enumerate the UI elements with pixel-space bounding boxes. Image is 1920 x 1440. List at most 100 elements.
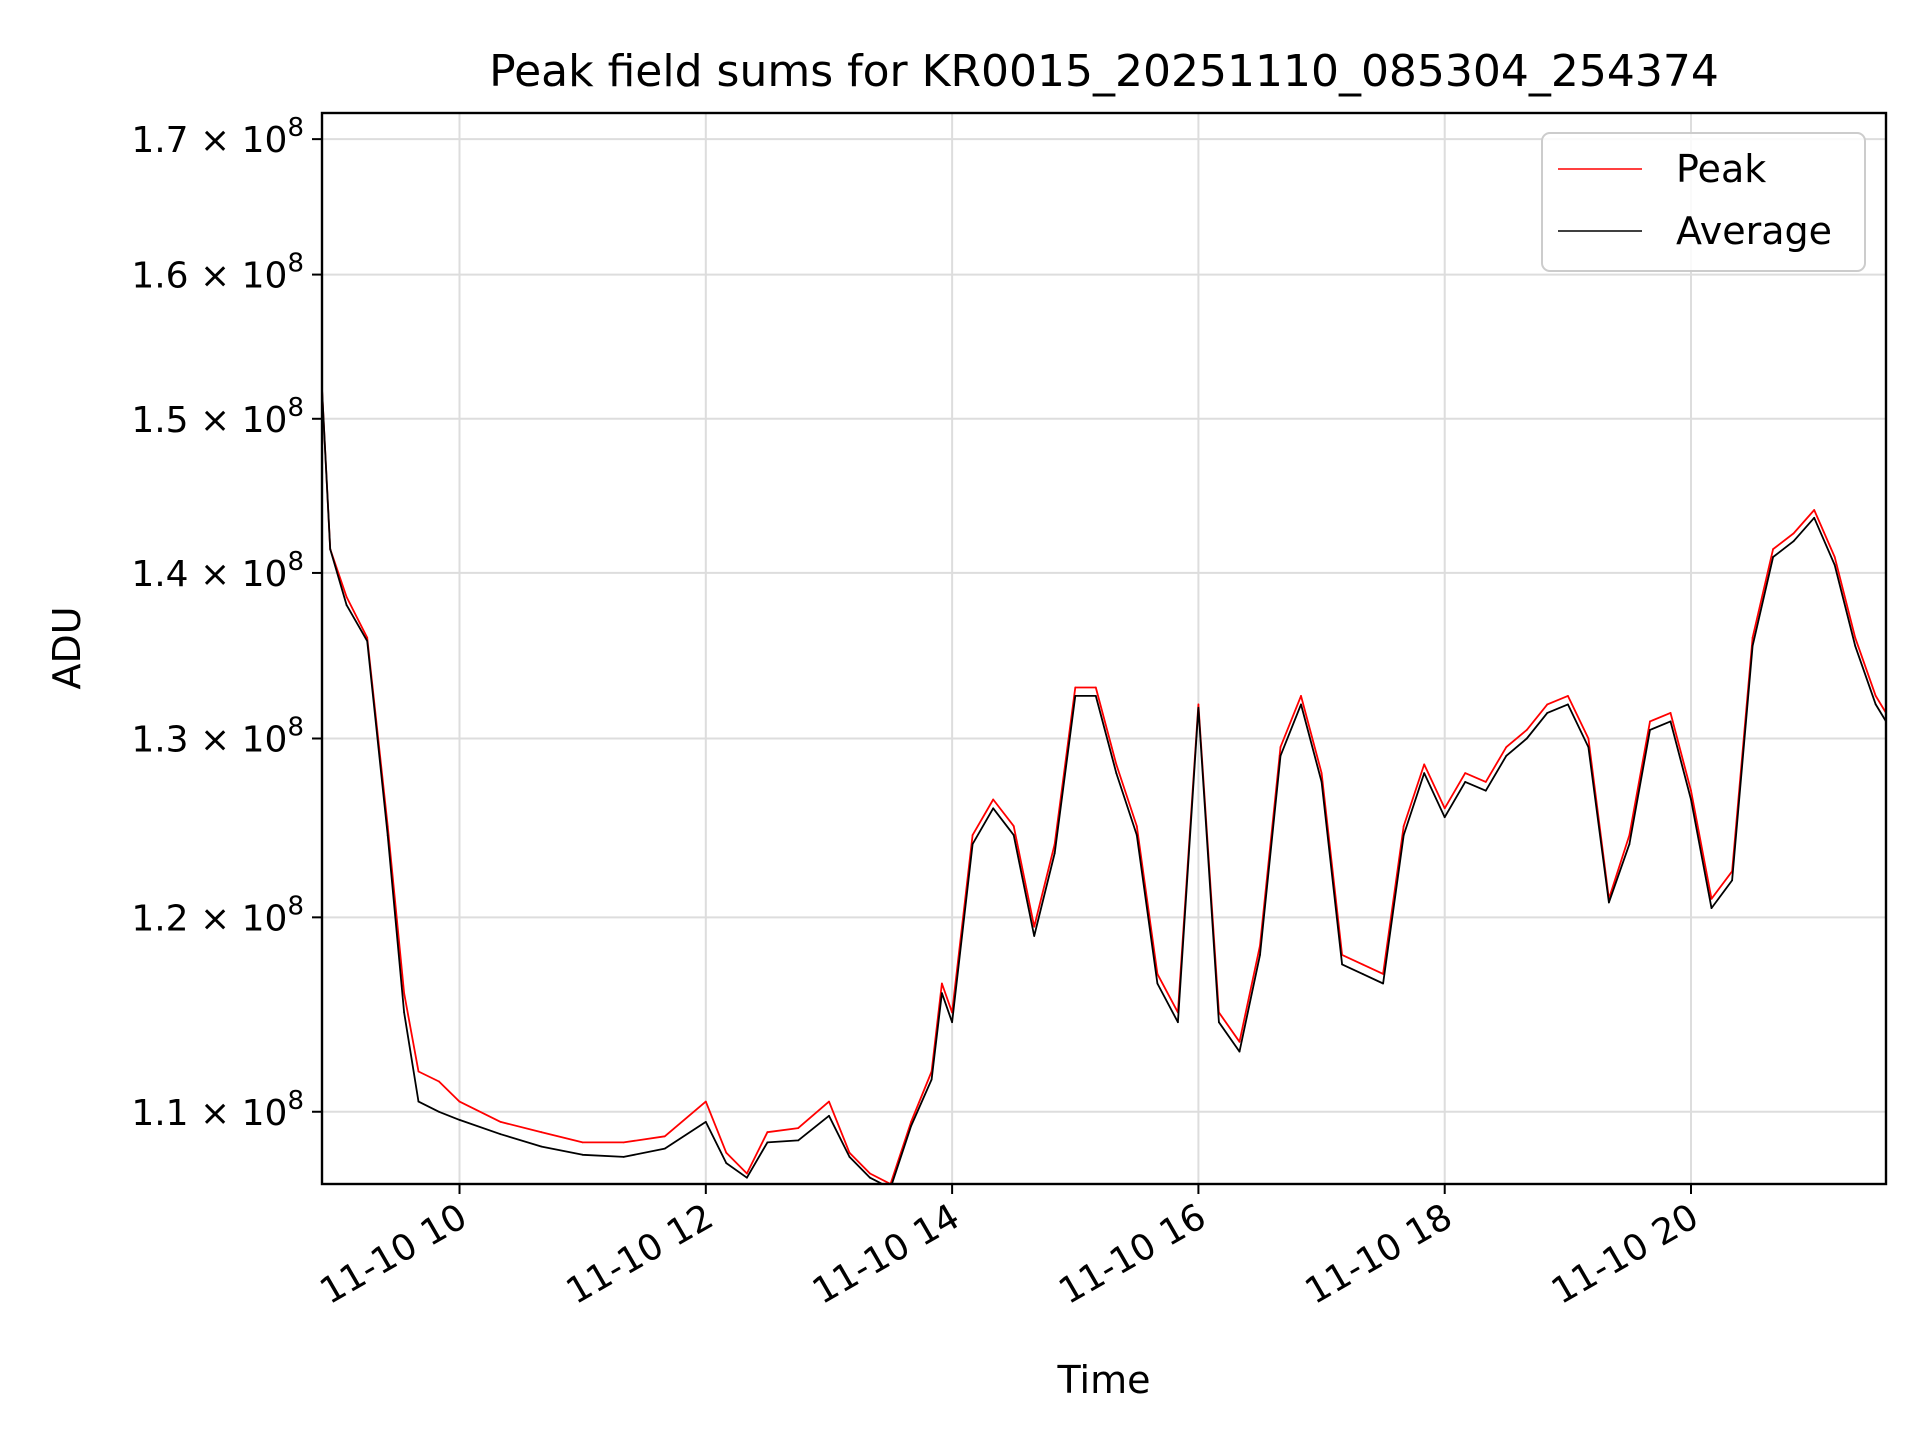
legend-box [1541,132,1866,272]
data-point-average [1279,754,1282,757]
data-point-peak [1300,695,1302,697]
data-point-average [1792,540,1795,543]
data-point-average [622,1156,625,1158]
data-point-peak [1567,695,1569,697]
data-point-average [1731,879,1733,882]
data-point-peak [1525,729,1528,731]
data-point-peak [1813,509,1816,511]
data-point-peak [1669,712,1672,714]
y-tick-label: 1.1 × 108 [131,1086,304,1134]
data-point-average [366,640,369,642]
data-point-average [704,1121,707,1123]
data-point-peak [1238,1040,1241,1043]
data-point-average [1012,834,1015,836]
data-point-average [1218,1021,1220,1024]
y-tick-label: 1.7 × 108 [131,113,304,161]
data-point-average [1546,712,1549,714]
data-point-average [1587,746,1590,748]
data-point-average [992,807,995,810]
data-point-average [890,1187,892,1189]
data-point-peak [725,1151,728,1154]
data-point-average [403,1011,405,1014]
data-point-average [910,1125,912,1127]
data-point-average [1341,963,1343,966]
data-point-average [1505,754,1508,757]
data-point-average [766,1141,769,1144]
data-point-average [1402,834,1405,836]
x-tick-label: 11-10 14 [806,1196,967,1312]
data-point-average [540,1145,543,1148]
data-point-peak [1546,703,1549,706]
data-point-peak [1710,897,1713,900]
data-point-average [386,834,389,836]
data-point-average [1690,798,1692,801]
data-point-average [1649,729,1651,731]
legend: Peak Average [1541,132,1866,272]
data-point-peak [1115,763,1118,766]
data-point-average [1628,843,1631,845]
data-point-peak [797,1127,800,1129]
data-point-peak [366,636,369,639]
data-point-average [869,1176,871,1179]
data-point-peak [848,1151,851,1154]
data-point-peak [1792,532,1795,535]
data-point-average [1033,935,1036,937]
data-point-average [1525,737,1528,740]
data-point-average [1854,645,1857,647]
data-point-peak [869,1172,871,1175]
data-point-peak [458,1100,461,1103]
data-point-average [1443,816,1446,819]
x-tick-label: 11-10 12 [560,1196,721,1312]
data-point-peak [704,1100,707,1103]
data-point-average [1177,1021,1179,1024]
data-point-average [663,1147,666,1150]
data-point-peak [1833,556,1836,558]
data-point-average [1751,645,1754,647]
legend-label-peak: Peak [1676,147,1766,191]
data-point-peak [828,1100,830,1103]
data-point-peak [540,1131,543,1134]
x-tick-label: 11-10 18 [1299,1196,1460,1312]
data-point-average [1710,907,1713,909]
data-point-peak [1484,781,1487,783]
data-point-average [725,1162,728,1164]
data-point-average [828,1114,830,1117]
data-point-peak [438,1080,440,1083]
data-point-average [971,843,974,845]
y-tick-label: 1.2 × 108 [131,891,304,939]
data-point-average [1053,852,1056,854]
data-point-average [1259,954,1261,956]
y-tick-label: 1.6 × 108 [131,249,304,297]
data-point-average [1135,834,1138,836]
series-line-peak [322,389,1886,1184]
y-tick-label: 1.3 × 108 [131,713,304,761]
data-point-average [581,1153,584,1156]
data-point-average [1320,781,1323,783]
data-point-peak [663,1135,666,1138]
data-point-peak [1772,548,1774,550]
data-point-peak [1464,772,1467,774]
data-point-peak [1094,686,1097,689]
data-point-peak [1443,807,1446,810]
data-point-peak [581,1141,584,1144]
data-point-peak [1012,825,1015,827]
data-point-peak [1628,834,1631,836]
data-point-peak [1361,963,1364,966]
series-line-average [322,389,1886,1184]
data-point-average [1361,973,1364,975]
data-point-peak [1033,925,1036,928]
series-layer [322,388,1886,1189]
data-point-average [1874,703,1877,706]
plot-frame [320,111,1888,1186]
data-point-average [930,1078,933,1081]
data-point-peak [1402,825,1405,827]
y-axis-label: ADU [45,606,89,689]
data-point-average [499,1133,502,1136]
data-point-average [1813,516,1816,519]
data-point-average [797,1139,800,1142]
data-point-peak [992,798,995,801]
data-point-peak [1135,825,1138,827]
data-point-average [746,1176,748,1179]
legend-label-average: Average [1676,209,1832,253]
